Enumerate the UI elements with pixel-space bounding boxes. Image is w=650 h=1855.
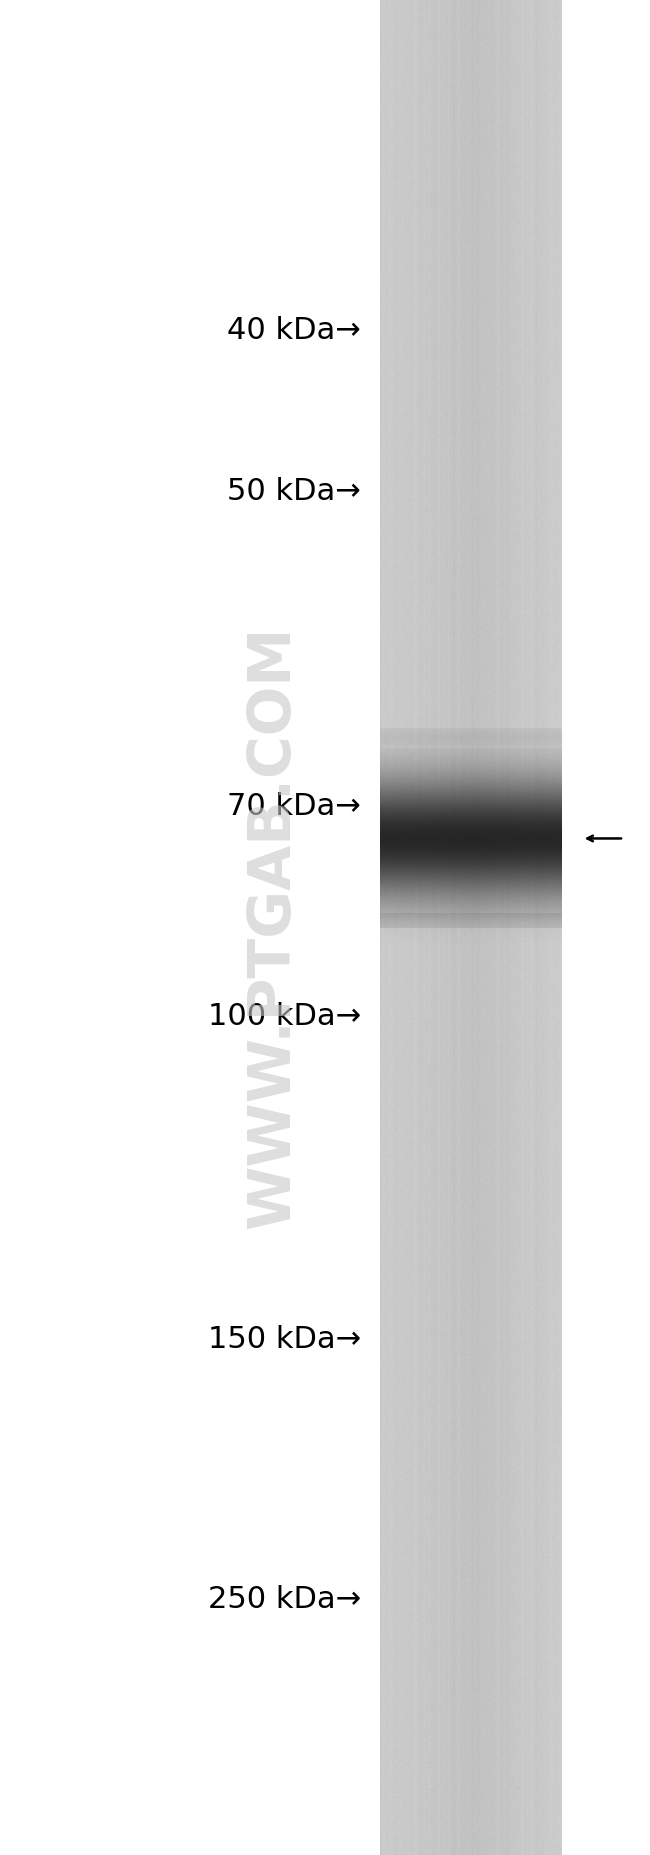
Text: 150 kDa→: 150 kDa→ — [207, 1324, 361, 1354]
Text: WWW.PTGAB.COM: WWW.PTGAB.COM — [244, 625, 302, 1230]
Text: 100 kDa→: 100 kDa→ — [207, 1002, 361, 1031]
Text: 70 kDa→: 70 kDa→ — [227, 792, 361, 822]
Text: 50 kDa→: 50 kDa→ — [227, 477, 361, 506]
Text: 250 kDa→: 250 kDa→ — [207, 1584, 361, 1614]
Text: 40 kDa→: 40 kDa→ — [227, 315, 361, 345]
